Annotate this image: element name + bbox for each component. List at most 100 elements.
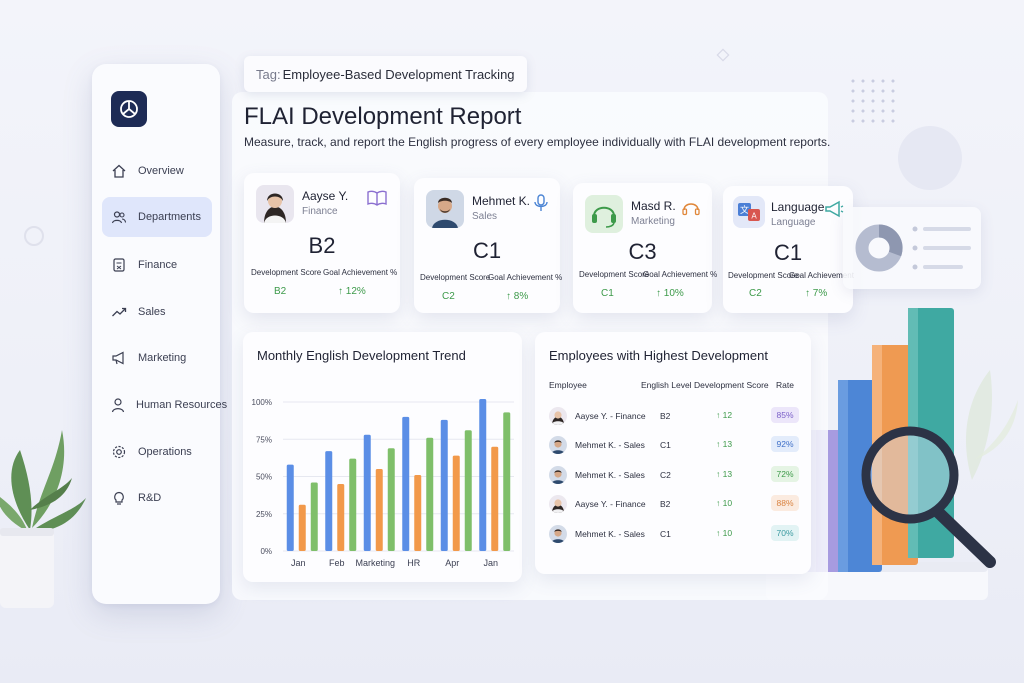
x-tick-label: Feb [329,558,345,568]
tag-text: Employee-Based Development Tracking [282,66,515,82]
top-employees-panel: Employees with Highest Development Emplo… [535,332,811,574]
employee-name: Mehmet K. - Sales [575,440,645,450]
employee-card[interactable]: Masd R. Marketing C3 Development Score G… [573,183,717,313]
bar-jan-series-2 [491,446,499,551]
employee-name: Mehmet K. - Sales [575,470,645,480]
label-development-score: Development Score [728,271,799,280]
bar-feb-series-3 [349,458,357,551]
trend-bar-chart: 0% 25% 50% 75% 100% Jan Feb Marketing HR Apr Jan [252,398,514,568]
development-score: ↑ 13 [716,469,733,479]
english-level: C2 [660,470,671,480]
avatar [549,466,567,484]
y-tick-label: 25% [256,510,272,519]
rate-badge: 85% [771,407,799,423]
decor-ring [24,226,44,246]
bar-hr-series-1 [402,416,410,551]
goal-achievement-value: ↑ 7% [805,288,828,299]
users-icon [110,208,128,226]
svg-text:A: A [751,212,757,221]
label-development-score: Development Score [420,273,491,282]
column-header-employee: Employee [549,380,587,390]
employee-department: Finance [302,206,338,217]
page-title: FLAI Development Report [244,103,522,130]
goal-achievement-value: ↑ 10% [656,288,684,299]
panel-title: Monthly English Development Trend [257,348,466,363]
table-row[interactable]: Aayse Y. - Finance B2 ↑ 10 88% [545,491,807,519]
gear-icon [110,443,128,461]
bar-marketing-series-2 [375,469,383,551]
avatar [549,407,567,425]
y-tick-label: 50% [256,473,272,482]
table-row[interactable]: Mehmet K. - Sales C1 ↑ 10 70% [545,521,807,549]
development-score-value: B2 [274,286,287,297]
label-goal-achievement: Goal Achievement % [488,273,563,282]
bar-apr-series-1 [440,419,448,551]
column-header-english-level: English Level [641,380,692,390]
rate-badge: 92% [771,436,799,452]
development-score: ↑ 10 [716,528,733,538]
sidebar-item-finance[interactable]: Finance [102,245,212,285]
rate-badge: 88% [771,495,799,511]
translate-icon: 文A [738,203,760,221]
person-icon [110,396,126,414]
calculator-icon [110,256,128,274]
development-score-value: C2 [749,288,762,299]
bar-hr-series-3 [426,437,434,551]
employee-name: Mehmet K. - Sales [575,529,645,539]
headset-icon [592,206,616,228]
table-row[interactable]: Mehmet K. - Sales C2 ↑ 13 72% [545,462,807,490]
employee-name: Aayse Y. - Finance [575,411,646,421]
development-score: ↑ 13 [716,439,733,449]
sidebar-item-label: Departments [138,211,201,223]
trend-chart-panel: Monthly English Development Trend 0% 25% 5… [243,332,522,582]
x-tick-label: Apr [445,558,459,568]
employee-name: Language [771,200,825,214]
bar-marketing-series-1 [363,434,371,551]
english-level: C1 [660,529,671,539]
x-tick-label: Marketing [355,558,395,568]
microphone-icon [534,194,548,211]
sidebar-item-overview[interactable]: Overview [102,151,212,191]
table-row[interactable]: Mehmet K. - Sales C1 ↑ 13 92% [545,432,807,460]
sidebar-item-label: Overview [138,165,184,177]
english-level: B2 [660,411,671,421]
svg-text:文: 文 [740,204,749,215]
rate-badge: 72% [771,466,799,482]
sidebar-item-departments[interactable]: Departments [102,197,212,237]
english-level: C1 [472,238,502,263]
employee-name: Mehmet K. [472,194,531,208]
english-level: B2 [308,233,336,258]
employee-card[interactable]: Mehmet K. Sales C1 Development Score Goa… [414,178,563,313]
sidebar-item-operations[interactable]: Operations [102,432,212,472]
summary-donut-card [843,207,981,289]
english-level: C1 [660,440,671,450]
sidebar-item-rnd[interactable]: R&D [102,478,212,518]
panel-title: Employees with Highest Development [549,348,768,363]
avatar [549,436,567,454]
avatar [426,190,464,228]
sidebar-item-label: Sales [138,306,166,318]
development-score-value: C2 [442,291,455,302]
app-logo[interactable] [111,91,147,127]
megaphone-icon [110,349,128,367]
bar-feb-series-1 [325,451,333,551]
development-score-value: C1 [601,288,614,299]
table-row[interactable]: Aayse Y. - Finance B2 ↑ 12 85% [545,403,807,431]
bar-apr-series-2 [452,455,460,551]
bar-jan-series-3 [503,412,511,551]
sidebar-item-sales[interactable]: Sales [102,292,212,332]
avatar [549,525,567,543]
employee-name: Aayse Y. - Finance [575,499,646,509]
sidebar-item-marketing[interactable]: Marketing [102,338,212,378]
sidebar-item-human-resources[interactable]: Human Resources [102,385,227,425]
bar-jan-series-3 [310,482,318,551]
employee-name: Aayse Y. [302,189,349,203]
book-icon [367,190,387,206]
label-development-score: Development Score [251,268,322,277]
trend-up-icon [110,303,128,321]
avatar [585,195,623,233]
employee-card[interactable]: Aayse Y. Finance B2 Development Score Go… [244,173,400,313]
megaphone-icon [825,200,844,218]
bar-apr-series-3 [464,430,472,551]
